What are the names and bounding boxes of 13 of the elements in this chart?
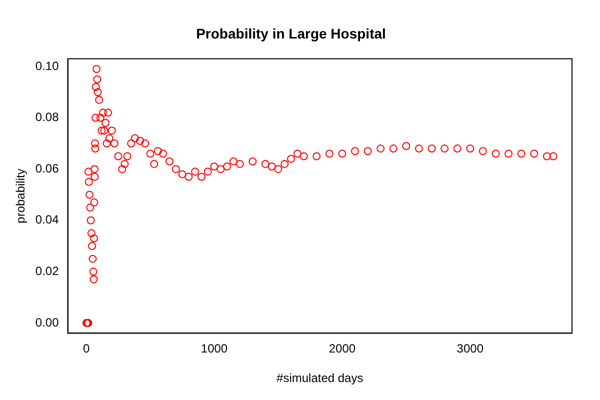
x-tick-label: 3000 xyxy=(456,342,484,356)
x-tick-label: 0 xyxy=(82,342,90,356)
x-axis-title: #simulated days xyxy=(276,371,364,386)
y-tick-label: 0.08 xyxy=(35,110,60,124)
y-tick-label: 0.10 xyxy=(35,58,60,73)
y-tick-label: 0.04 xyxy=(35,212,60,227)
y-tick-label: 0.06 xyxy=(35,161,60,176)
y-axis-title: probability xyxy=(14,168,28,224)
y-tick-label: 0.00 xyxy=(35,315,60,330)
y-tick-label: 0.02 xyxy=(35,264,60,278)
chart-title: Probability in Large Hospital xyxy=(196,25,386,42)
x-tick-label: 2000 xyxy=(328,342,356,356)
x-tick-label: 1000 xyxy=(200,342,228,356)
